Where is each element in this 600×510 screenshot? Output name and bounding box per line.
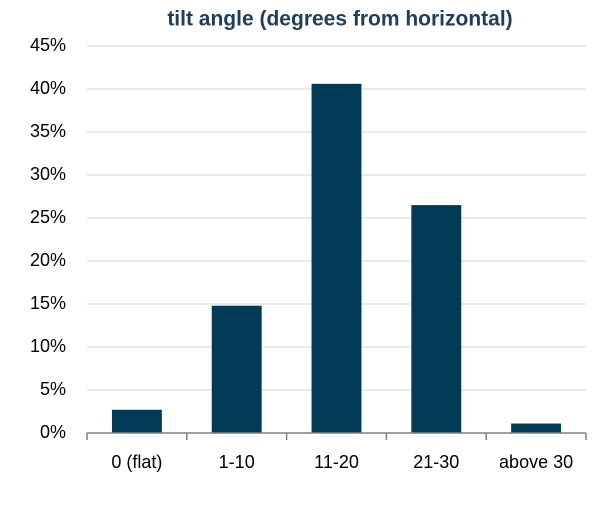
x-tick-label: above 30 <box>499 452 573 472</box>
x-tick-label: 11-20 <box>314 452 359 472</box>
bar <box>511 423 562 433</box>
y-tick-label: 15% <box>30 293 66 313</box>
y-tick-label: 0% <box>40 422 66 442</box>
y-tick-label: 20% <box>30 250 66 270</box>
x-tick-label: 1-10 <box>219 452 255 472</box>
bar <box>111 409 162 433</box>
y-tick-label: 35% <box>30 121 66 141</box>
chart-title: tilt angle (degrees from horizontal) <box>167 8 512 31</box>
bar <box>311 83 362 433</box>
y-tick-label: 30% <box>30 164 66 184</box>
x-tick-label: 21-30 <box>413 452 459 472</box>
y-tick-label: 5% <box>40 379 66 399</box>
y-tick-label: 45% <box>30 35 66 55</box>
y-tick-label: 10% <box>30 336 66 356</box>
bar <box>411 205 462 433</box>
y-tick-label: 25% <box>30 207 66 227</box>
y-tick-label: 40% <box>30 78 66 98</box>
bar <box>211 305 262 433</box>
x-tick-label: 0 (flat) <box>111 452 162 472</box>
